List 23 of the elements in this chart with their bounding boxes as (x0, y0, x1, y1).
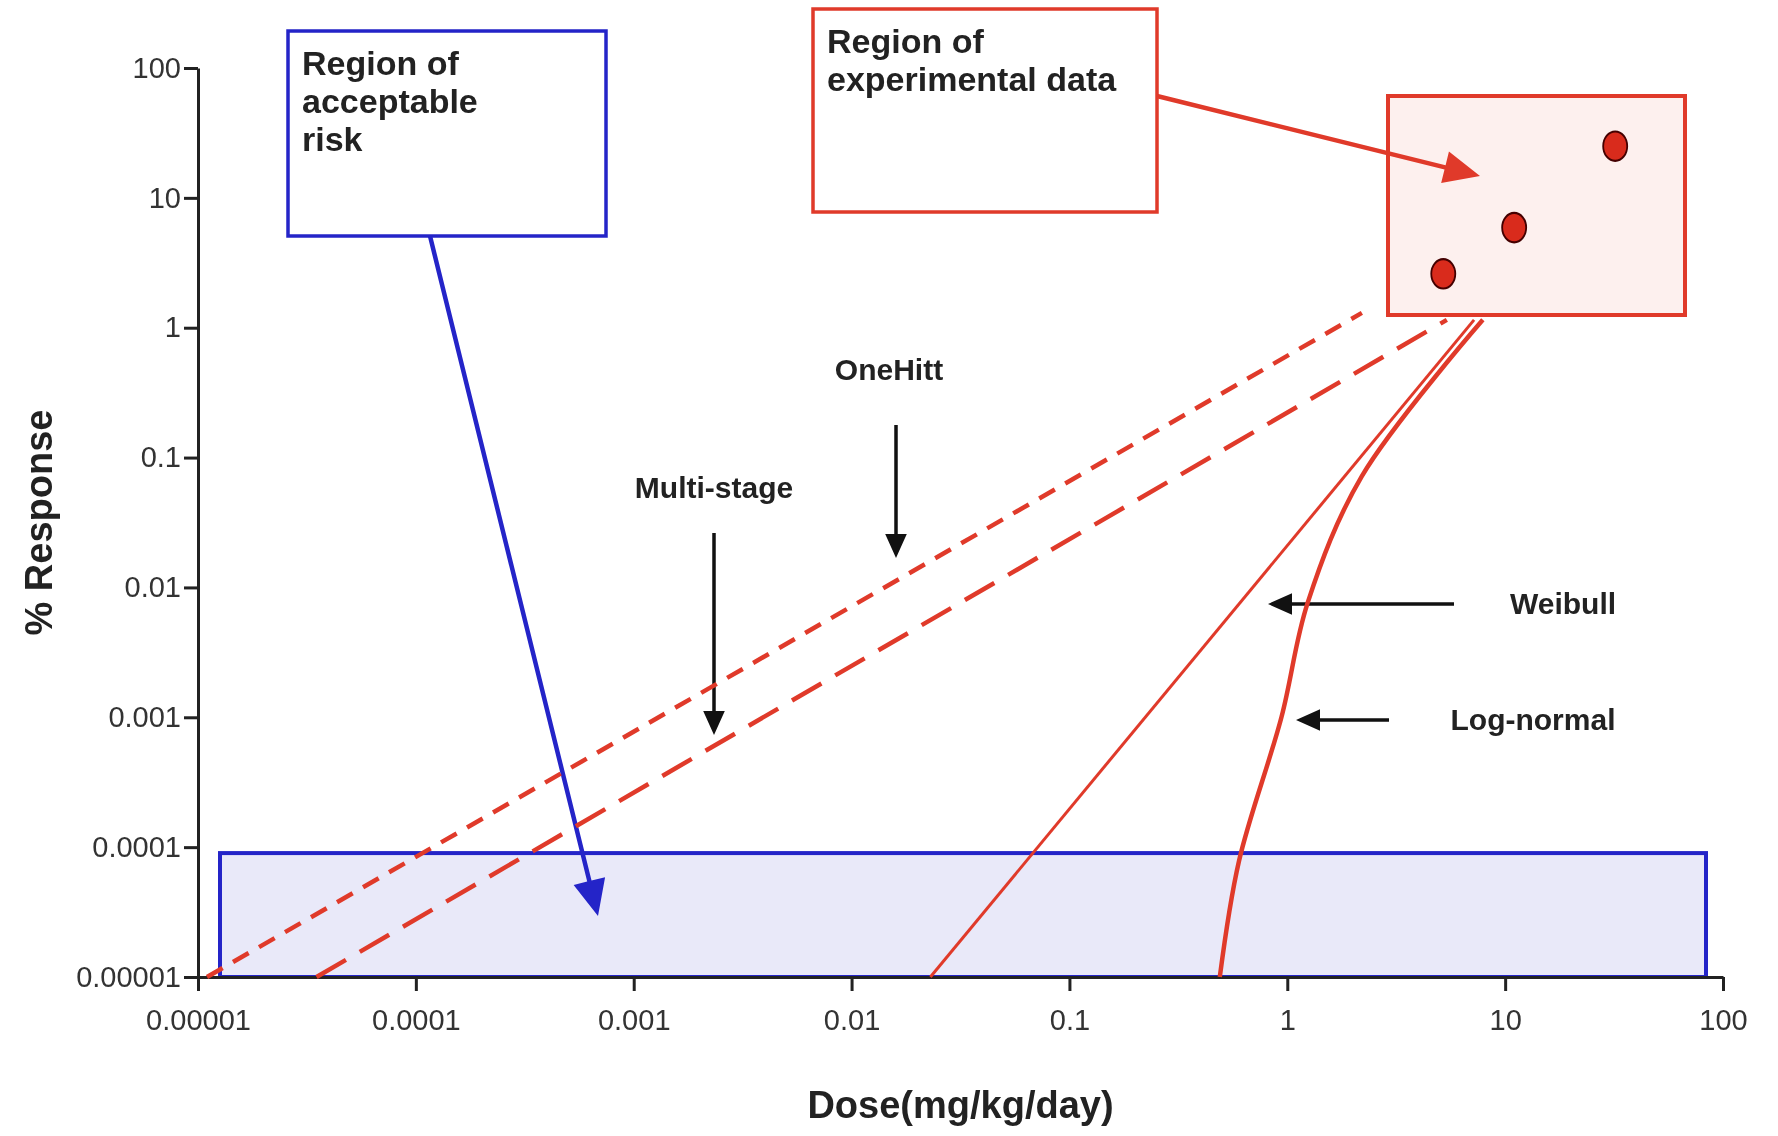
y-tick-label: 0.001 (108, 701, 181, 734)
y-axis-title: % Response (18, 409, 60, 636)
annotation: OneHitt (834, 353, 944, 386)
y-tick-label: 0.01 (124, 571, 181, 604)
x-tick-label: 10 (1489, 1004, 1522, 1037)
annotation: Multi-stage (634, 471, 794, 504)
x-tick-label: 0.01 (823, 1004, 881, 1037)
x-tick-label: 0.001 (597, 1004, 671, 1037)
y-tick-label: 0.00001 (76, 960, 181, 993)
annotation: Log-normal (1450, 703, 1616, 736)
x-tick-label: 0.1 (1049, 1004, 1091, 1037)
x-tick-label: 0.0001 (372, 1004, 461, 1037)
y-tick-label: 1 (164, 311, 181, 344)
x-tick-label: 100 (1699, 1004, 1748, 1037)
y-tick-label: 100 (132, 51, 181, 84)
y-tick-label: 0.0001 (92, 830, 181, 863)
x-axis-title: Dose(mg/kg/day) (807, 1084, 1114, 1126)
annotation: Weibull (1509, 587, 1617, 620)
y-tick-label: 0.1 (140, 441, 181, 474)
x-tick-label: 1 (1279, 1004, 1296, 1037)
y-tick-label: 10 (148, 181, 181, 214)
annotation: Region of acceptable risk (302, 44, 478, 158)
annotation: Region of experimental data (827, 22, 1118, 98)
